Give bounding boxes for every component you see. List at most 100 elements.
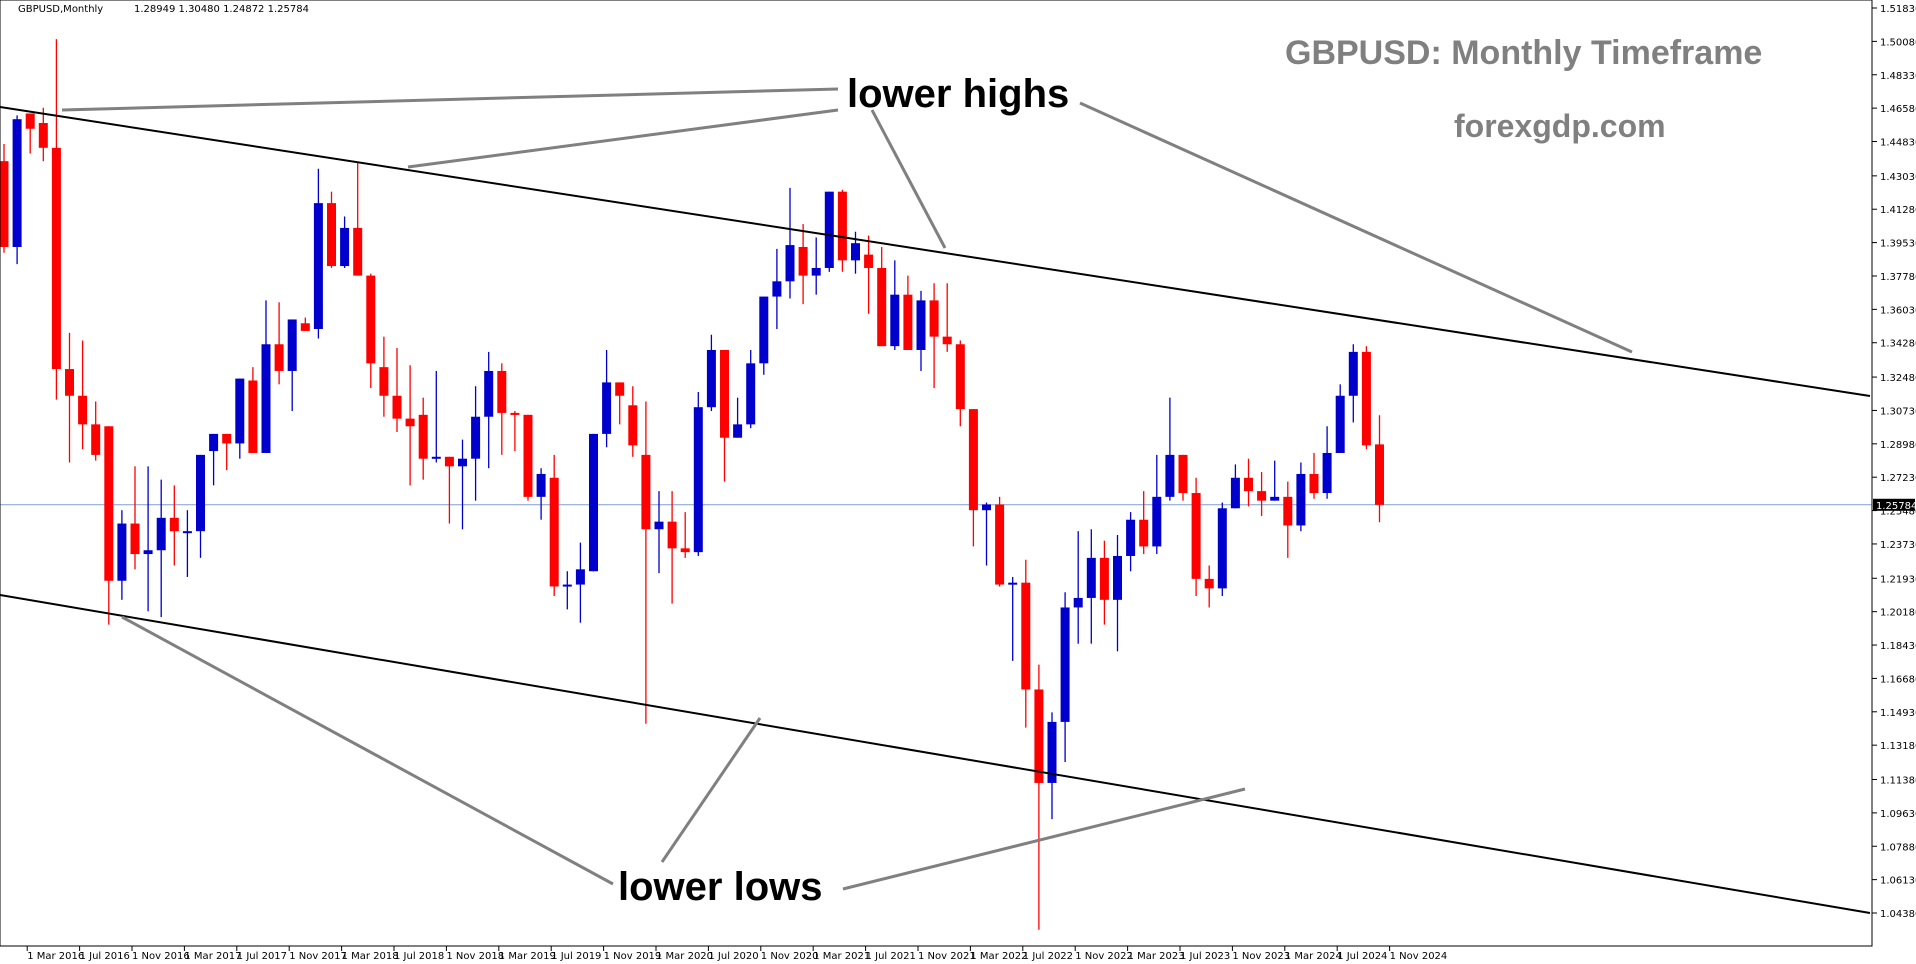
candle-body	[78, 395, 88, 425]
candle-body	[1270, 496, 1280, 501]
candle	[444, 456, 454, 524]
candle-body	[1348, 351, 1358, 396]
candle	[25, 113, 35, 154]
y-tick-label: 1.23730	[1880, 540, 1916, 551]
candle-body	[117, 523, 127, 581]
x-tick-label: 1 Nov 2023	[1232, 951, 1290, 962]
candle	[156, 479, 166, 617]
candle	[313, 168, 323, 339]
candle-body	[274, 344, 284, 371]
candle-body	[1126, 519, 1136, 556]
candle-body	[1335, 395, 1345, 453]
candle	[392, 348, 402, 432]
candle	[995, 496, 1005, 587]
candle	[169, 485, 179, 566]
pointer-low-2020	[660, 717, 762, 863]
y-tick-label: 1.46580	[1880, 104, 1916, 115]
candle	[12, 115, 22, 265]
candle-body	[1086, 557, 1096, 598]
candle-body	[12, 119, 22, 247]
x-tick-label: 1 Nov 2018	[446, 951, 504, 962]
candle-body	[706, 349, 716, 408]
candle	[1296, 462, 1306, 532]
candle-body	[65, 369, 74, 396]
candle	[890, 260, 900, 350]
candle	[916, 290, 926, 371]
y-tick-label: 1.11380	[1880, 775, 1916, 786]
ohlc-readout: 1.28949 1.30480 1.24872 1.25784	[134, 4, 309, 15]
candle	[182, 510, 192, 577]
candle-body	[1060, 607, 1070, 722]
pointer-low-2016	[121, 615, 614, 886]
pointer-high-2021	[870, 109, 947, 249]
candle	[772, 248, 782, 330]
candle	[1204, 565, 1214, 608]
candle-body	[837, 191, 847, 261]
y-tick-label: 1.34280	[1880, 339, 1916, 350]
candle-body	[759, 296, 769, 364]
candle	[65, 332, 74, 463]
candle-body	[300, 323, 310, 331]
candle	[235, 378, 245, 459]
x-tick-label: 1 Mar 2022	[970, 951, 1027, 962]
candle-body	[143, 550, 153, 555]
x-tick-label: 1 Jul 2023	[1180, 951, 1230, 962]
candle	[327, 191, 336, 268]
y-tick-label: 1.48330	[1880, 71, 1916, 82]
candle-body	[484, 370, 494, 417]
candle	[615, 382, 625, 425]
y-tick-label: 1.32480	[1880, 373, 1916, 384]
candle	[811, 237, 821, 295]
candle	[418, 397, 428, 480]
y-tick-label: 1.16680	[1880, 674, 1916, 685]
candle	[458, 439, 467, 530]
candle	[1283, 481, 1293, 558]
candle	[78, 340, 88, 450]
candle-body	[562, 584, 572, 587]
y-tick-label: 1.50080	[1880, 37, 1916, 48]
candle	[1152, 454, 1162, 555]
x-tick-label: 1 Mar 2017	[184, 951, 241, 962]
candle	[143, 466, 153, 612]
candle	[1126, 512, 1136, 572]
candle-body	[458, 458, 467, 467]
candle	[523, 414, 533, 501]
candle	[798, 224, 808, 305]
candle	[484, 351, 494, 469]
x-tick-label: 1 Nov 2021	[918, 951, 976, 962]
candle	[274, 302, 284, 385]
y-tick-label: 1.21930	[1880, 574, 1916, 585]
candle-body	[209, 433, 219, 452]
candle-body	[733, 424, 743, 438]
candle-body	[1244, 477, 1253, 492]
candle	[1021, 559, 1031, 728]
pointer-high-2018	[407, 108, 839, 169]
candle-body	[877, 267, 887, 347]
y-tick-label: 1.06130	[1880, 876, 1916, 887]
x-tick-label: 1 Nov 2016	[132, 951, 190, 962]
candle-body	[575, 569, 585, 585]
annotation-lower-lows: lower lows	[618, 865, 823, 909]
candle	[1086, 529, 1096, 644]
candle	[497, 363, 507, 455]
y-tick-label: 1.25480	[1880, 507, 1916, 518]
candle-body	[340, 227, 350, 267]
candle-body	[196, 454, 205, 532]
candle	[641, 401, 651, 724]
candle	[733, 397, 743, 438]
candle	[1139, 491, 1149, 555]
candle	[91, 401, 101, 461]
candle-body	[628, 405, 638, 446]
candle-body	[248, 380, 258, 453]
candle	[300, 317, 310, 331]
candle-body	[104, 426, 114, 581]
candle-body	[864, 254, 874, 268]
candle-body	[929, 300, 939, 337]
candle-body	[182, 531, 192, 534]
candle	[222, 433, 232, 471]
candle	[379, 336, 389, 417]
candle	[746, 349, 756, 429]
candle-body	[0, 161, 9, 247]
